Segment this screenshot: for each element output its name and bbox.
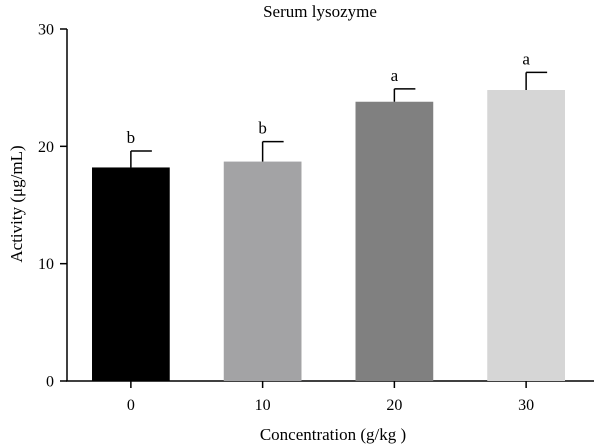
bar-0 — [92, 167, 170, 381]
y-tick-label: 20 — [38, 139, 54, 156]
y-tick-label: 30 — [38, 22, 54, 39]
significance-label-30: a — [522, 49, 530, 68]
y-axis-ticks: 0 10 20 30 — [38, 22, 67, 391]
bar-10 — [223, 161, 302, 381]
x-tick-label: 30 — [518, 397, 534, 414]
y-tick-label: 10 — [38, 256, 54, 273]
x-tick-label: 0 — [127, 397, 135, 414]
y-axis-label: Activity (μg/mL) — [7, 145, 26, 262]
x-tick-label: 20 — [386, 397, 402, 414]
bar-20 — [355, 101, 434, 381]
significance-label-0: b — [127, 128, 136, 147]
bars-group: b b a a — [92, 49, 565, 381]
y-tick-label: 0 — [46, 374, 54, 391]
x-axis-ticks: 0 10 20 30 — [127, 381, 534, 414]
x-axis-label: Concentration (g/kg ) — [260, 425, 406, 444]
significance-label-20: a — [391, 66, 399, 85]
bar-30 — [487, 90, 565, 381]
chart-title: Serum lysozyme — [263, 2, 377, 21]
significance-label-10: b — [258, 119, 267, 138]
x-tick-label: 10 — [255, 397, 271, 414]
